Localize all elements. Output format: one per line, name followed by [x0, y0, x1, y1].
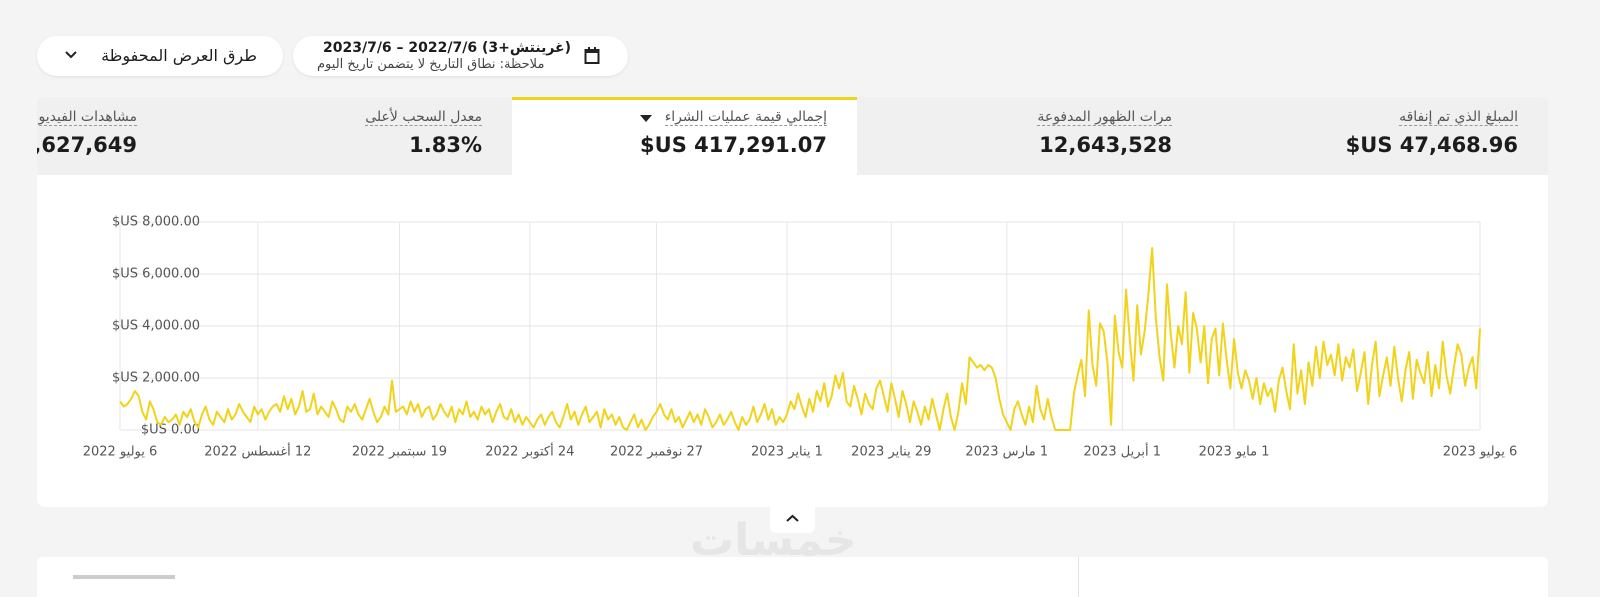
y-tick-label: $US 0.00 — [141, 423, 200, 438]
chart: $US 0.00 $US 2,000.00 $US 4,000.00 $US 6,00… — [83, 215, 1518, 460]
collapse-button[interactable] — [770, 507, 815, 533]
placeholder-bar — [73, 575, 175, 579]
metric-label: مشاهدات الفيديو — [38, 109, 137, 126]
x-tick-label: 27 نوفمبر 2022 — [610, 445, 703, 460]
saved-views-label: طرق العرض المحفوظة — [101, 46, 257, 65]
divider — [1078, 557, 1079, 597]
metric-value: $US 417,291.07 — [640, 133, 827, 157]
metric-label: معدل السحب لأعلى — [365, 109, 482, 126]
x-tick-label: 6 يوليو 2022 — [83, 445, 158, 460]
metric-value: 2,627,649 — [37, 133, 137, 157]
y-tick-label: $US 6,000.00 — [112, 267, 200, 282]
x-tick-label: 1 مايو 2023 — [1199, 445, 1270, 460]
x-tick-label: 1 أبريل 2023 — [1084, 443, 1162, 460]
date-range-note: ملاحظة: نطاق التاريخ لا يتضمن تاريخ اليو… — [317, 57, 545, 72]
calendar-icon — [584, 47, 600, 64]
y-tick-label: $US 4,000.00 — [112, 319, 200, 334]
x-tick-label: 1 مارس 2023 — [965, 445, 1048, 460]
date-range: 2023/7/6 – 2022/7/6 (غرينتش+3) — [323, 40, 572, 56]
y-tick-label: $US 8,000.00 — [112, 215, 200, 230]
metric-tabs: المبلغ الذي تم إنفاقه $US 47,468.96 مرات … — [37, 97, 1548, 175]
x-tick-label: 29 يناير 2023 — [851, 445, 931, 460]
metric-label: المبلغ الذي تم إنفاقه — [1399, 109, 1518, 126]
metric-value: 12,643,528 — [1039, 133, 1172, 157]
metric-tab[interactable]: مشاهدات الفيديو 2,627,649 — [37, 97, 167, 175]
metric-value: $US 47,468.96 — [1345, 133, 1518, 157]
x-tick-label: 24 أكتوبر 2022 — [485, 443, 574, 460]
date-range-picker[interactable]: 2023/7/6 – 2022/7/6 (غرينتش+3) ملاحظة: ن… — [293, 36, 628, 76]
metric-value: 1.83% — [409, 133, 482, 157]
bottom-panel — [37, 557, 1548, 597]
chevron-down-icon — [65, 51, 77, 59]
metric-label: إجمالي قيمة عمليات الشراء — [664, 109, 827, 126]
y-tick-label: $US 2,000.00 — [112, 371, 200, 386]
metric-tab[interactable]: معدل السحب لأعلى 1.83% — [167, 97, 512, 175]
x-tick-label: 12 أغسطس 2022 — [204, 443, 311, 460]
x-tick-label: 19 سبتمبر 2022 — [352, 445, 447, 460]
metric-tab[interactable]: المبلغ الذي تم إنفاقه $US 47,468.96 — [1203, 97, 1548, 175]
x-tick-label: 6 يوليو 2023 — [1443, 445, 1518, 460]
saved-views-button[interactable]: طرق العرض المحفوظة — [37, 36, 283, 76]
chart-card: $US 0.00 $US 2,000.00 $US 4,000.00 $US 6,00… — [37, 175, 1548, 507]
metric-tab-selected[interactable]: إجمالي قيمة عمليات الشراء $US 417,291.07 — [512, 97, 857, 175]
metric-label: مرات الظهور المدفوعة — [1037, 109, 1172, 126]
data-line — [119, 247, 1481, 431]
x-tick-label: 1 يناير 2023 — [751, 445, 823, 460]
chevron-up-icon — [786, 514, 799, 522]
dropdown-arrow[interactable] — [640, 115, 652, 123]
metric-tab[interactable]: مرات الظهور المدفوعة 12,643,528 — [857, 97, 1202, 175]
